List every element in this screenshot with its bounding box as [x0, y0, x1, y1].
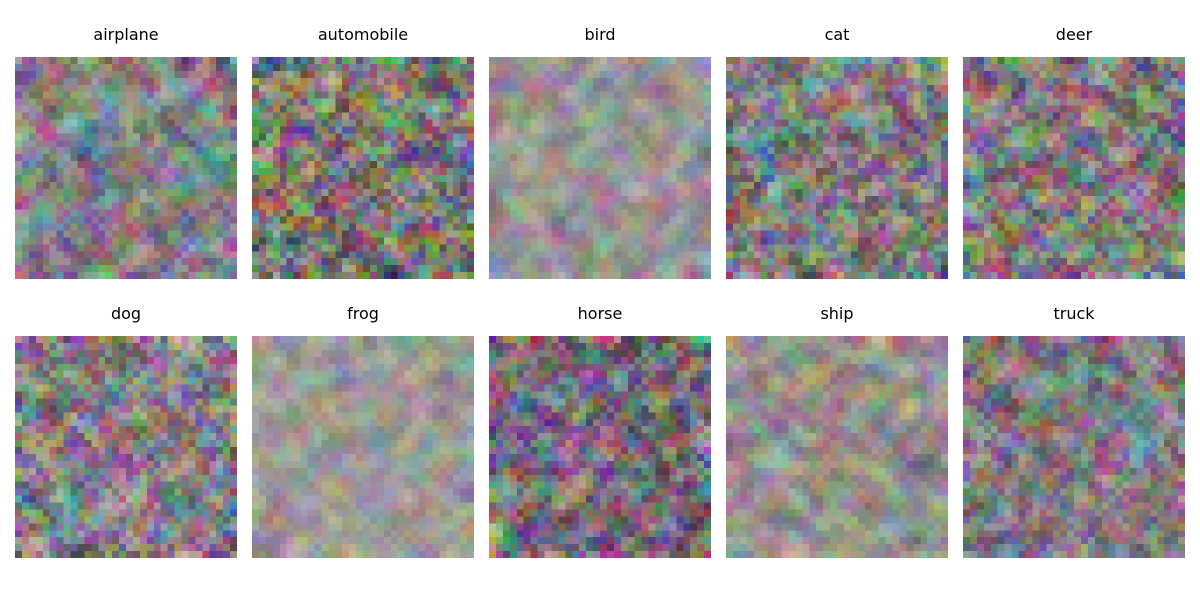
panel-title: truck: [1053, 304, 1095, 323]
class-visualization-image: [252, 336, 474, 558]
class-visualization-image: [252, 57, 474, 279]
class-visualization-image: [489, 336, 711, 558]
panel-title: ship: [820, 304, 854, 323]
class-visualization-image: [15, 57, 237, 279]
panel-title: bird: [584, 25, 616, 44]
class-visualization-image: [489, 57, 711, 279]
panel-title: automobile: [317, 25, 409, 44]
panel-title: airplane: [93, 25, 159, 44]
class-visualization-image: [726, 57, 948, 279]
panel-title: cat: [824, 25, 850, 44]
panel-title: frog: [347, 304, 379, 323]
panel-title: horse: [577, 304, 623, 323]
panel-title: deer: [1055, 25, 1093, 44]
class-visualization-image: [963, 336, 1185, 558]
panel-title: dog: [110, 304, 142, 323]
class-visualization-image: [15, 336, 237, 558]
class-visualization-image: [726, 336, 948, 558]
class-visualization-image: [963, 57, 1185, 279]
